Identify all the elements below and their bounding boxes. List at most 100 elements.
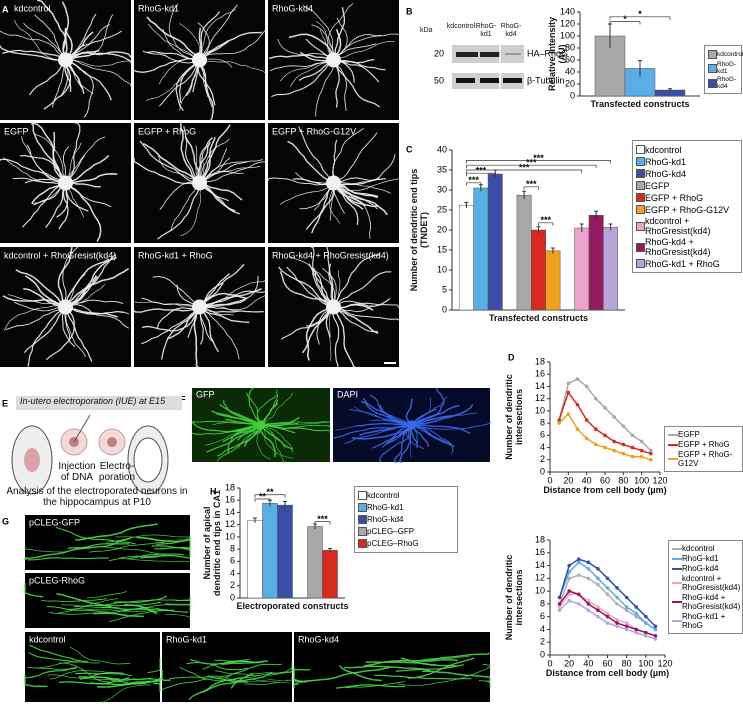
point (586, 602, 591, 606)
neurite (216, 424, 262, 457)
legend-label: EGFP + RhoG (678, 440, 730, 449)
neurite (301, 306, 334, 354)
neurites (278, 246, 400, 368)
neurite (154, 546, 191, 557)
y-tick-label: 0 (540, 649, 545, 659)
point (653, 637, 658, 641)
bar (458, 204, 474, 311)
neurite (349, 408, 412, 426)
neurite (89, 541, 165, 553)
significance: *** (533, 153, 544, 163)
neurite (184, 136, 201, 184)
step-label: Electro-poration (98, 461, 136, 483)
image-label: kdcontrol (29, 634, 66, 644)
neurite (165, 614, 191, 621)
image-label: pCLEG-GFP (29, 517, 80, 527)
neurite (2, 157, 66, 185)
neurite (199, 159, 263, 184)
neurite (198, 306, 220, 353)
legend-swatch (358, 527, 367, 536)
soma (406, 420, 417, 430)
neurite (35, 661, 101, 669)
y-tick-label: 4 (540, 442, 545, 452)
point (653, 624, 658, 629)
neurite (75, 523, 158, 541)
significance: ** (266, 487, 274, 497)
legend-label: EGFP + RhoG-G12V (645, 204, 730, 215)
point (576, 560, 581, 565)
neurite (152, 276, 200, 308)
y-tick-label: 2 (540, 637, 545, 647)
significance: *** (519, 162, 530, 172)
neurite (64, 306, 93, 362)
y-axis-label: Number of dendritic intersections (504, 374, 524, 460)
legend-entry: EGFP + RhoG-G12V (668, 450, 739, 468)
neurite (312, 269, 334, 308)
neurite (23, 287, 66, 308)
soma (326, 299, 341, 315)
x-axis-label: Distance from cell body (µm) (543, 485, 667, 495)
bracket (523, 186, 539, 190)
neurite (411, 404, 474, 426)
point (596, 576, 600, 581)
x-tick-label: 80 (622, 658, 632, 668)
x-tick-label: 60 (600, 475, 610, 485)
neurites (267, 126, 400, 239)
band (480, 78, 499, 83)
panel-label: E (2, 398, 8, 408)
legend-swatch (636, 157, 645, 166)
neurite (396, 666, 491, 686)
image-label: RhoG-kd1 (166, 634, 207, 644)
neurite (168, 3, 200, 61)
neurite (69, 646, 131, 665)
neurite (199, 298, 247, 308)
neurite (20, 155, 67, 184)
x-tick-label: 0 (547, 658, 552, 668)
neurite (333, 306, 400, 321)
neurites (269, 3, 400, 117)
point (567, 589, 571, 593)
neurite (2, 295, 66, 308)
neurites (24, 583, 191, 623)
point (615, 595, 619, 600)
y-tick-label: 4 (230, 568, 235, 578)
point (594, 442, 598, 447)
image-label: pCLEG-RhoG (29, 575, 85, 585)
legend-entry: RhoG-kd1 (708, 61, 738, 75)
band (503, 78, 522, 83)
neurite (24, 666, 78, 679)
error-bar (668, 88, 672, 92)
neurite (333, 182, 378, 210)
error-bar (283, 500, 287, 509)
legend-entry: pCLEG–RhoG (358, 538, 454, 549)
neurite (225, 418, 262, 426)
e-title: In-utero electroporation (IUE) at E15 (20, 396, 166, 406)
point (586, 566, 591, 571)
y-tick-label: 18 (535, 356, 545, 366)
legend-swatch (672, 557, 682, 560)
legend-swatch (636, 205, 645, 214)
y-tick-label: 80 (565, 42, 575, 52)
legend-swatch (672, 582, 682, 584)
neurite (374, 674, 472, 680)
bar (516, 194, 532, 311)
neurite (23, 22, 66, 61)
legend-entry: kdcontrol (672, 544, 739, 553)
image-label: RhoG-kd1 (138, 3, 179, 13)
neurite (237, 424, 262, 449)
legend-entry: kdcontrol + RhoGresist(kd4) (672, 574, 740, 592)
y-tick-label: 20 (437, 224, 447, 234)
legend-entry: kdcontrol (636, 144, 738, 155)
point (584, 436, 589, 441)
neurite (199, 279, 266, 308)
legend: kdcontrol RhoG-kd1 RhoG-kd4 (704, 45, 743, 94)
x-axis-label: Electroporated constructs (236, 601, 349, 611)
neurite (248, 671, 293, 675)
legend-entry: RhoG-kd4 + RhoGresist(kd4) (636, 237, 738, 257)
neurite (212, 421, 262, 426)
bracket (254, 498, 271, 502)
significance: *** (526, 179, 537, 189)
neurite (293, 666, 311, 671)
neurite (47, 674, 120, 681)
y-tick-label: 8 (230, 543, 235, 553)
